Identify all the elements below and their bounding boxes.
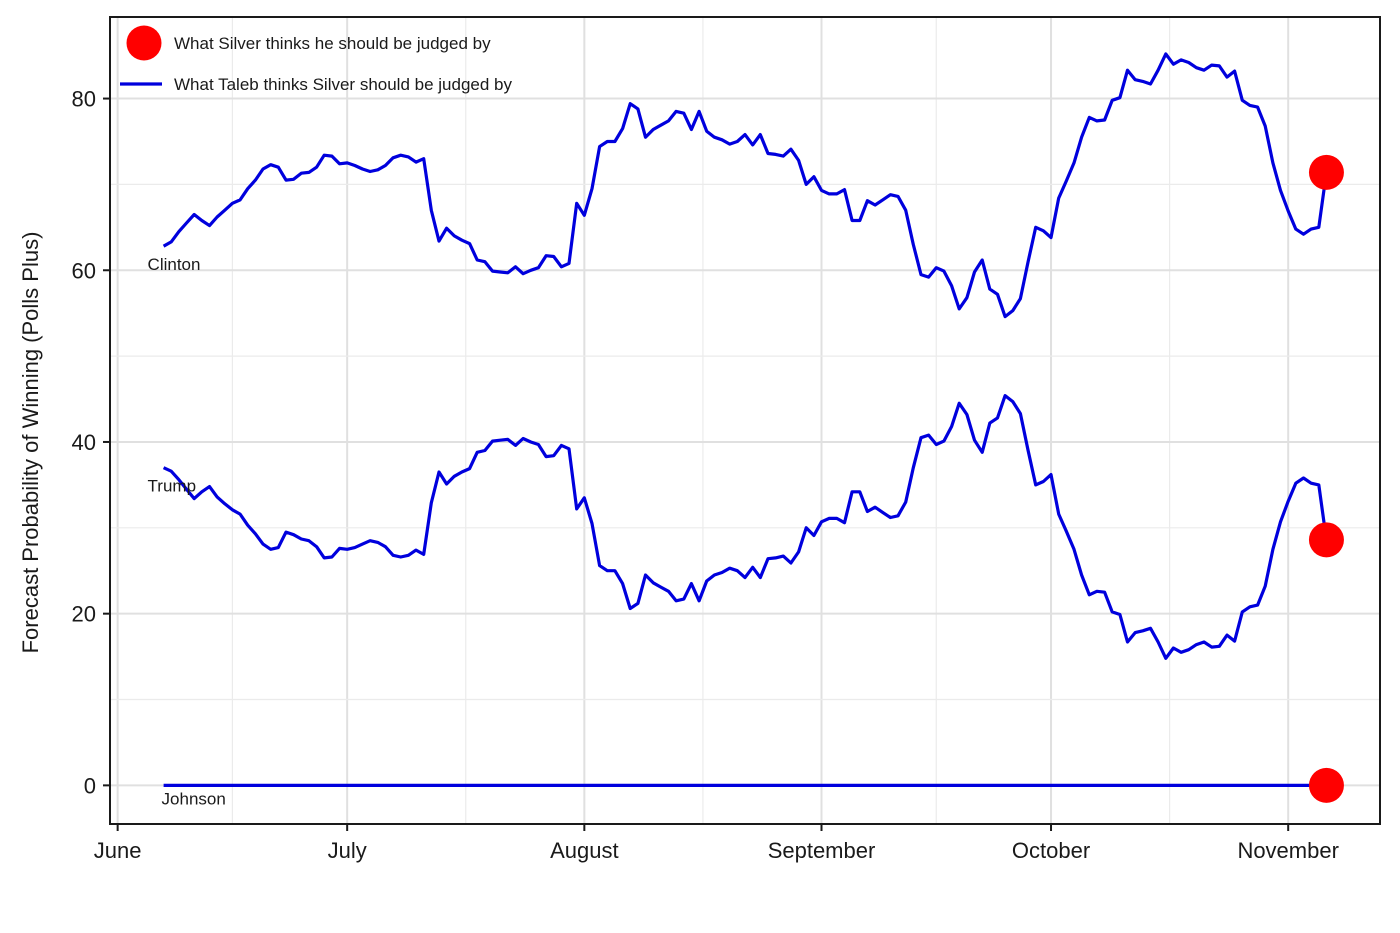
x-tick-label: June xyxy=(94,838,142,863)
plot-panel-border xyxy=(109,16,1381,825)
x-tick-label: September xyxy=(768,838,876,863)
x-tick-label: October xyxy=(1012,838,1090,863)
y-tick-label: 80 xyxy=(72,87,96,112)
x-tick-label: July xyxy=(328,838,367,863)
outcome-point-johnson xyxy=(1308,767,1344,803)
series-labels: Clinton Trump Johnson xyxy=(148,255,226,808)
series-label-trump: Trump xyxy=(148,477,197,496)
y-axis: 0 20 40 60 80 xyxy=(72,87,110,798)
series-line-trump xyxy=(162,394,1328,660)
x-tick-label: August xyxy=(550,838,619,863)
y-tick-label: 40 xyxy=(72,430,96,455)
series-line-clinton xyxy=(162,52,1328,319)
y-tick-label: 60 xyxy=(72,258,96,283)
legend-label: What Silver thinks he should be judged b… xyxy=(174,34,491,53)
y-tick-label: 0 xyxy=(84,773,96,798)
outcome-points xyxy=(1308,154,1344,803)
outcome-point-trump xyxy=(1308,522,1344,558)
series-label-johnson: Johnson xyxy=(162,789,226,808)
x-axis: June July August September October November xyxy=(94,824,1339,863)
legend: What Silver thinks he should be judged b… xyxy=(120,25,512,94)
y-axis-title: Forecast Probability of Winning (Polls P… xyxy=(18,232,43,654)
outcome-point-clinton xyxy=(1308,154,1344,190)
series-lines xyxy=(162,52,1328,787)
grid xyxy=(110,17,1380,824)
series-label-clinton: Clinton xyxy=(148,255,201,274)
y-tick-label: 20 xyxy=(72,602,96,627)
legend-label: What Taleb thinks Silver should be judge… xyxy=(174,75,512,94)
legend-key-point xyxy=(126,25,162,61)
x-tick-label: November xyxy=(1237,838,1338,863)
